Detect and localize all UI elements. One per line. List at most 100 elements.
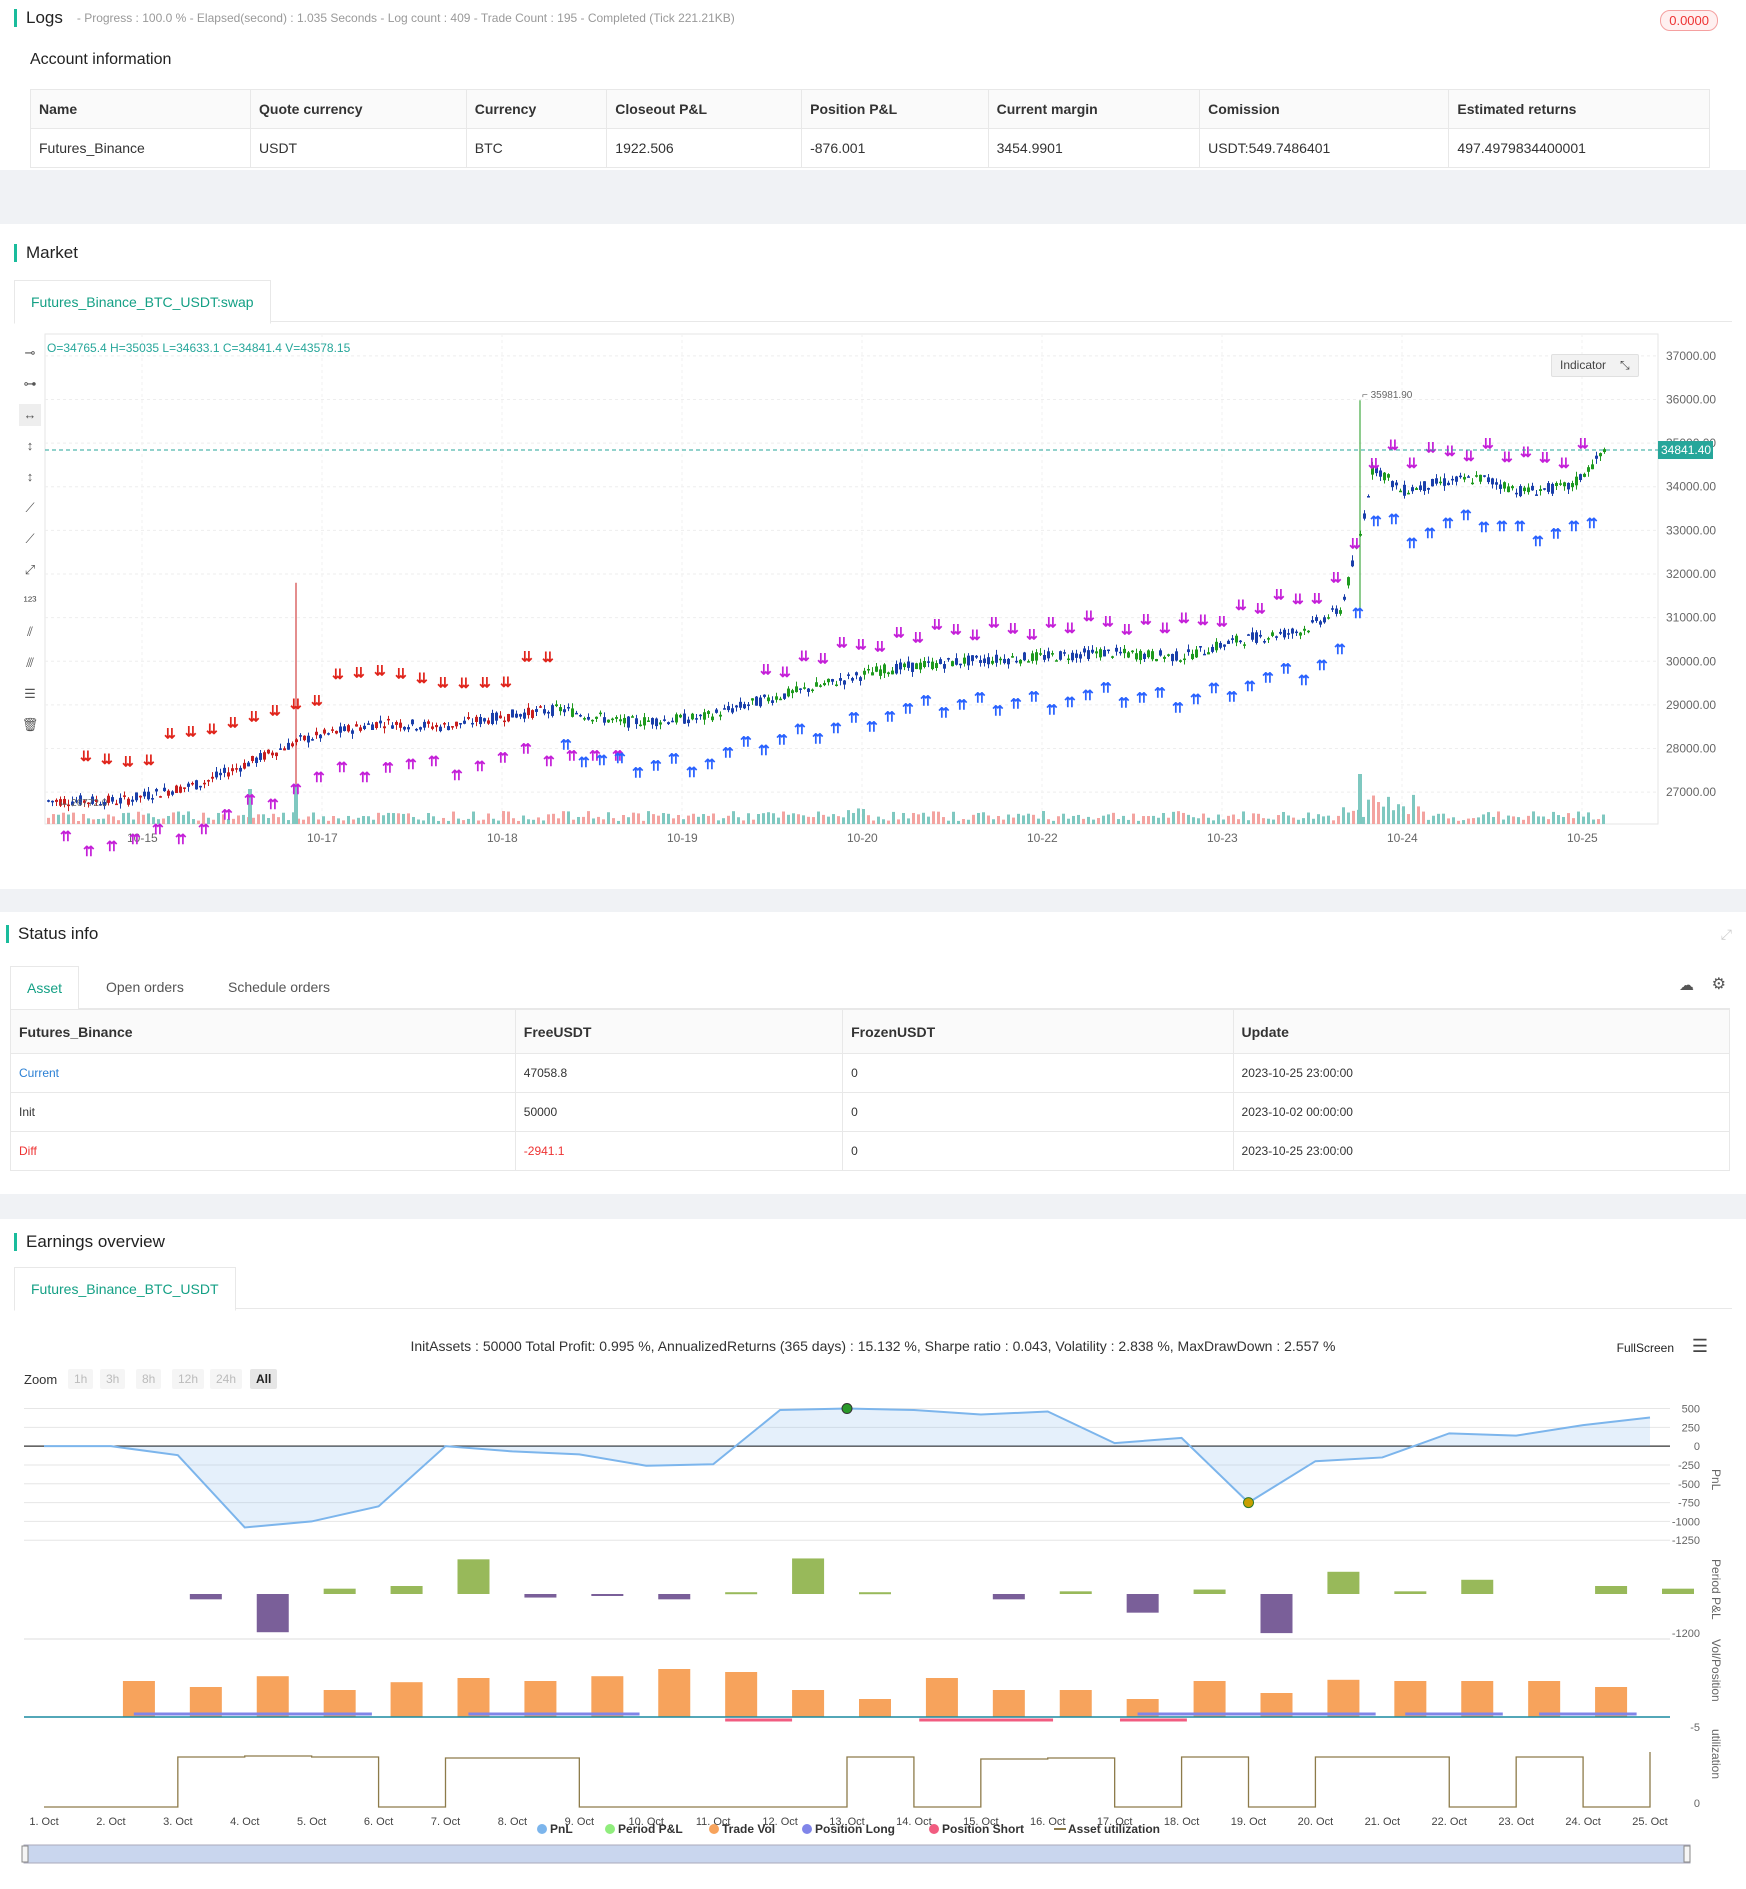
zoom-button-1h[interactable]: 1h xyxy=(68,1369,94,1389)
candle-body xyxy=(619,719,622,722)
price-tick-label: 30000.00 xyxy=(1666,654,1716,668)
trend-line-icon[interactable]: ⟋ xyxy=(25,500,35,515)
volume-bar xyxy=(922,812,925,824)
expand-icon[interactable]: ⤢ xyxy=(1720,926,1732,942)
legend-item[interactable]: Period P&L xyxy=(618,1822,683,1836)
volume-bar xyxy=(1087,816,1090,824)
fib-retracement-icon[interactable]: ☰ xyxy=(24,686,36,701)
volume-bar xyxy=(897,819,900,824)
volume-bar xyxy=(962,819,965,824)
candle-body xyxy=(1599,453,1602,457)
price-label-icon[interactable]: ¹²³ xyxy=(23,593,37,608)
candle-body xyxy=(1195,649,1198,658)
candle-body xyxy=(1259,634,1262,637)
horizontal-line-icon[interactable]: ⊸ xyxy=(24,345,36,360)
long-arrow-icon: ⇈ xyxy=(848,709,860,725)
volume-bar xyxy=(882,819,885,824)
tab-earnings-symbol[interactable]: Futures_Binance_BTC_USDT xyxy=(14,1267,236,1311)
zoom-button-12h[interactable]: 12h xyxy=(172,1369,205,1389)
menu-icon[interactable]: ☰ xyxy=(1691,1336,1708,1356)
zoom-button-all[interactable]: All xyxy=(250,1369,278,1389)
volume-bar xyxy=(207,817,210,824)
legend-item[interactable]: Asset utilization xyxy=(1068,1822,1160,1836)
candle-body xyxy=(587,716,590,720)
legend-item[interactable]: PnL xyxy=(550,1822,573,1836)
volume-bar xyxy=(862,809,865,824)
parallel-channel-icon[interactable]: ⫽ xyxy=(27,624,33,639)
fullscreen-button[interactable]: FullScreen xyxy=(1616,1341,1674,1355)
indicator-button[interactable]: Indicator ⤡ xyxy=(1551,354,1639,377)
short-arrow-icon: ⇊ xyxy=(185,724,197,740)
candle-body xyxy=(627,716,630,728)
asset-table-header: Futures_Binance FreeUSDT FrozenUSDT Update xyxy=(10,1009,1731,1054)
candle-body xyxy=(275,752,278,757)
volume-bar xyxy=(657,815,660,824)
candle-body xyxy=(63,798,66,805)
volume-bar xyxy=(1462,820,1465,824)
candle-body xyxy=(447,726,450,731)
candle-body xyxy=(651,718,654,725)
legend-item[interactable]: Trade Vol xyxy=(722,1822,775,1836)
trash-icon[interactable]: 🗑 xyxy=(21,717,39,732)
candle-body xyxy=(227,772,230,777)
status-tab-schedule-orders[interactable]: Schedule orders xyxy=(228,979,330,995)
volume-bar xyxy=(287,820,290,824)
ray-line-icon[interactable]: ⟋ xyxy=(25,531,35,546)
candle-body xyxy=(1507,486,1510,493)
candle-body xyxy=(839,678,842,681)
volume-bar xyxy=(527,819,530,824)
navigator-handle-right[interactable] xyxy=(1683,1845,1691,1863)
candle-body xyxy=(187,783,190,787)
period-pnl-bar xyxy=(390,1586,423,1594)
period-pnl-bar xyxy=(725,1592,758,1595)
earnings-chart[interactable]: 500 250 0 -250 -500 -750 -1000 -1250 PnL -1200 Per… xyxy=(0,1399,1746,1879)
close-arrow-icon: ⇊ xyxy=(1197,612,1209,628)
status-tab-open-orders[interactable]: Open orders xyxy=(106,979,184,995)
candle-body xyxy=(911,662,914,672)
candle-body xyxy=(59,799,62,806)
volume-bar xyxy=(1552,811,1555,824)
candle-body xyxy=(879,669,882,676)
vertical-line-icon[interactable]: ↕ xyxy=(26,438,34,453)
zoom-button-24h[interactable]: 24h xyxy=(210,1369,243,1389)
extended-line-icon[interactable]: ⤢ xyxy=(24,562,36,577)
volume-bar xyxy=(1112,812,1115,824)
cloud-download-icon[interactable]: ☁ xyxy=(1679,977,1694,994)
horizontal-segment-icon[interactable]: ↔ xyxy=(19,404,41,426)
navigator-handle-left[interactable] xyxy=(21,1845,29,1863)
fib-channel-icon[interactable]: ⫻ xyxy=(26,655,34,670)
earnings-date-label: 2. Oct xyxy=(96,1816,125,1828)
navigator-range[interactable] xyxy=(23,1844,1691,1864)
candle-body xyxy=(1587,467,1590,472)
candle-body xyxy=(1287,633,1290,635)
candle-body xyxy=(387,718,390,721)
candle-body xyxy=(1243,644,1246,646)
expand-icon[interactable]: ⤡ xyxy=(1620,358,1630,372)
gear-icon[interactable]: ⚙ xyxy=(1711,976,1726,993)
zoom-button-8h[interactable]: 8h xyxy=(136,1369,162,1389)
candle-body xyxy=(747,704,750,706)
candle-body xyxy=(1371,465,1374,475)
tab-divider xyxy=(10,1008,1730,1009)
legend-item[interactable]: Position Long xyxy=(815,1822,895,1836)
zoom-button-3h[interactable]: 3h xyxy=(100,1369,126,1389)
vertical-segment-icon[interactable]: ↕ xyxy=(26,469,34,484)
trade-vol-bar xyxy=(1394,1681,1427,1717)
horizontal-ray-icon[interactable]: ⊶ xyxy=(23,376,37,391)
legend-item[interactable]: Position Short xyxy=(942,1822,1024,1836)
tab-market-symbol[interactable]: Futures_Binance_BTC_USDT:swap xyxy=(14,280,271,324)
volume-bar xyxy=(462,820,465,824)
trade-signals: ⇊ ⇊ ⇊ ⇊ ⇊ ⇊ ⇊ ⇊ ⇊ ⇊ ⇊ ⇊ ⇊ ⇊ ⇊ ⇊ ⇊ ⇊ ⇊ ⇊ ⇊ ⇊ ⇊ ⇈ ⇈ ⇈ ⇈ ⇈ ⇈ ⇈ ⇈ ⇈ ⇈ ⇈ ⇈ ⇈ ⇈ ⇈ ⇈ ⇈… xyxy=(60,435,1598,859)
volume-bar xyxy=(782,811,785,824)
candle-body xyxy=(1235,635,1238,643)
volume-bar xyxy=(347,815,350,824)
volume-bar xyxy=(1407,814,1410,824)
close-arrow-icon: ⇊ xyxy=(1178,610,1190,626)
volume-bar xyxy=(1437,813,1440,824)
candle-body xyxy=(1443,478,1446,486)
volume-bar xyxy=(1162,812,1165,824)
candlestick-chart[interactable]: 37000.0036000.0035000.0034000.0033000.00… xyxy=(0,324,1746,884)
status-tab-asset[interactable]: Asset xyxy=(10,966,80,1010)
candle-body xyxy=(635,718,638,725)
candle-body xyxy=(1103,649,1106,657)
